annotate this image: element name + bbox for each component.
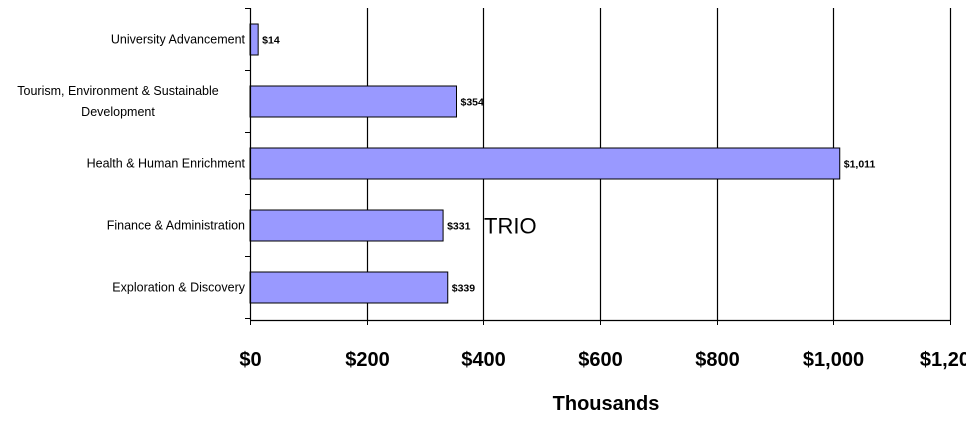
- x-tick-label: $0: [239, 349, 261, 371]
- annotation-trio: TRIO: [484, 214, 537, 239]
- category-label: Health & Human Enrichment: [87, 157, 246, 171]
- category-label: Finance & Administration: [107, 219, 245, 233]
- x-tick-label: $1,000: [803, 349, 864, 371]
- x-tick-label: $1,200: [920, 349, 966, 371]
- x-tick-label: $800: [695, 349, 740, 371]
- category-label: University Advancement: [111, 33, 246, 47]
- category-label: Exploration & Discovery: [112, 281, 245, 295]
- x-tick-label: $600: [578, 349, 623, 371]
- bar-value-label: $354: [461, 97, 485, 109]
- bar-value-label: $339: [452, 283, 476, 295]
- bar: [249, 271, 449, 304]
- bar: [249, 23, 259, 56]
- labels: $0 $200 $400 $600 $800 $1,000 $1,200 $14 Univers…: [17, 33, 966, 372]
- x-axis-title: Thousands: [553, 393, 660, 415]
- bar-value-label: $331: [447, 221, 471, 233]
- bar-value-label: $14: [262, 35, 280, 47]
- bar: [249, 85, 457, 118]
- bar: [249, 209, 444, 242]
- bar: [249, 147, 841, 180]
- category-label: Tourism, Environment & Sustainable Develo…: [17, 84, 219, 119]
- axes: [245, 8, 951, 325]
- x-tick-label: $200: [345, 349, 390, 371]
- bar-value-label: $1,011: [844, 159, 876, 171]
- x-tick-label: $400: [461, 349, 506, 371]
- bars: [249, 23, 841, 304]
